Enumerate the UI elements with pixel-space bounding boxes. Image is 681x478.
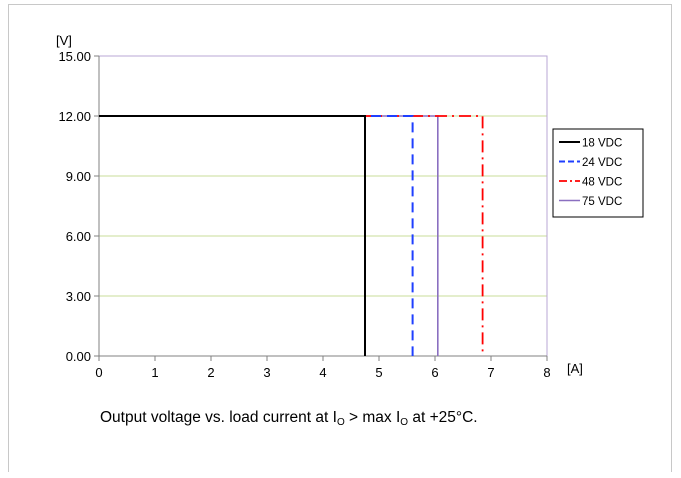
y-axis-label: [V] — [56, 33, 72, 48]
legend-box — [552, 128, 644, 218]
x-tick-label: 0 — [95, 365, 102, 380]
caption-suffix: at +25°C. — [408, 409, 478, 426]
figure-caption: Output voltage vs. load current at IO > … — [100, 409, 478, 428]
y-tick-label: 9.00 — [66, 169, 91, 184]
chart: 0.00 3.00 6.00 9.00 12.00 15.00 0 1 2 3 4 5 6 7 8 [V] [A… — [56, 33, 644, 380]
caption-mid: > max I — [344, 409, 401, 426]
x-tick-label: 5 — [375, 365, 382, 380]
caption-prefix: Output voltage vs. load current at I — [100, 409, 337, 426]
x-axis-label: [A] — [567, 361, 583, 376]
grid — [99, 115, 547, 297]
y-tick-label: 0.00 — [66, 349, 91, 364]
y-tick-label: 12.00 — [58, 109, 91, 124]
legend-label: 24 VDC — [582, 157, 622, 169]
x-tick-label: 7 — [487, 365, 494, 380]
y-tick-label: 15.00 — [58, 49, 91, 64]
x-tick-label: 4 — [319, 365, 326, 380]
x-tick-label: 6 — [431, 365, 438, 380]
axes: 0.00 3.00 6.00 9.00 12.00 15.00 0 1 2 3 4 5 6 7 8 [V] [A… — [56, 33, 583, 380]
legend-label: 18 VDC — [582, 138, 622, 150]
figure-frame — [8, 4, 672, 472]
caption-sub-2: O — [400, 417, 409, 428]
series — [99, 115, 484, 356]
series-line-18-vdc — [99, 115, 366, 356]
legend-label: 75 VDC — [582, 196, 622, 208]
plot-area — [98, 55, 548, 357]
caption-sub-1: O — [336, 417, 345, 428]
legend: 18 VDC 24 VDC 48 VDC 75 VDC — [552, 128, 644, 218]
y-tick-label: 3.00 — [66, 289, 91, 304]
x-tick-label: 3 — [263, 365, 270, 380]
y-tick-label: 6.00 — [66, 229, 91, 244]
x-tick-label: 2 — [207, 365, 214, 380]
x-tick-label: 1 — [151, 365, 158, 380]
x-tick-label: 8 — [543, 365, 550, 380]
legend-label: 48 VDC — [582, 177, 622, 189]
